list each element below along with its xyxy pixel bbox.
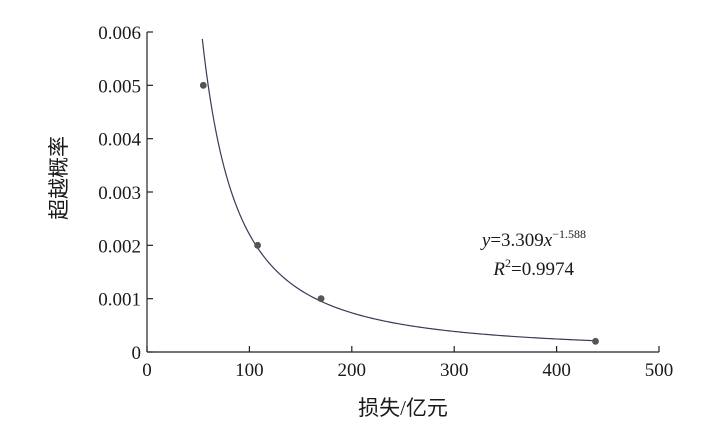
- fit-equation-x: x: [543, 230, 553, 251]
- y-axis-label: 超越概率: [47, 136, 71, 220]
- x-tick-label: 0: [142, 360, 152, 381]
- r-squared-value: =0.9974: [511, 259, 574, 280]
- fit-equation-exponent: −1.588: [552, 227, 586, 241]
- fit-equation-y: y: [480, 230, 491, 251]
- x-tick-label: 200: [338, 360, 367, 381]
- r-squared-sup: 2: [505, 256, 511, 270]
- x-axis-label: 损失/亿元: [358, 396, 448, 420]
- x-tick-label: 400: [542, 360, 571, 381]
- y-tick-label: 0.003: [98, 183, 141, 204]
- data-point: [592, 337, 599, 345]
- fit-r-squared: R2=0.9974: [492, 256, 574, 280]
- y-tick-label: 0: [132, 343, 142, 364]
- y-tick-label: 0.002: [98, 236, 141, 257]
- y-tick-label: 0.001: [98, 290, 141, 311]
- data-points: [199, 81, 599, 345]
- y-tick-label: 0.005: [98, 76, 141, 97]
- x-tick-label: 500: [645, 360, 674, 381]
- data-point: [317, 295, 325, 303]
- y-tick-label: 0.006: [98, 23, 141, 44]
- fit-curve: [201, 38, 596, 342]
- fit-equation: y=3.309x−1.588: [480, 227, 586, 251]
- y-ticks: 0 0.001 0.002 0.003 0.004 0.005 0.006: [98, 23, 153, 364]
- axes: [146, 32, 659, 353]
- x-ticks: 0 100 200 300 400 500: [142, 346, 673, 381]
- r-squared-r: R: [492, 259, 505, 280]
- x-tick-label: 100: [235, 360, 264, 381]
- y-tick-label: 0.004: [98, 130, 141, 151]
- data-point: [254, 241, 261, 249]
- x-tick-label: 300: [440, 360, 469, 381]
- fit-equation-coef: =3.309: [490, 230, 543, 251]
- data-point: [199, 81, 207, 89]
